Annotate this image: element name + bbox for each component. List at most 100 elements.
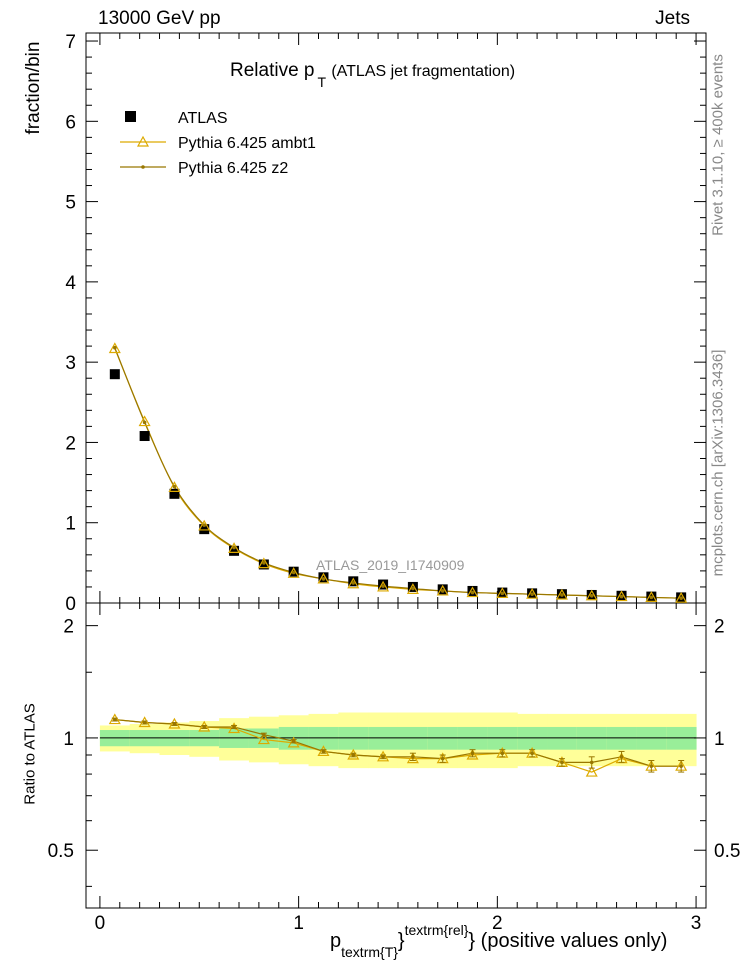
z2-point [113,345,117,350]
ratio-plot-frame [85,602,707,909]
ambt1-point [138,415,151,427]
z2-ratio-point [649,764,654,768]
ambt1-ratio-point [406,752,419,764]
legend-z2-marker [141,165,145,169]
z2-ratio-point [113,717,117,722]
z2-point [560,593,564,597]
legend-ambt1-marker [136,135,150,147]
ambt1-point [287,567,300,578]
z2-point [262,561,266,565]
z2-ratio-point [232,725,236,729]
atlas-data-point [169,488,180,499]
z2-ratio-point [679,764,683,768]
z2-ratio-point [262,732,266,737]
legend: ATLAS Pythia 6.425 ambt1 Pythia 6.425 z2 [120,110,316,177]
xlabel-brace: } [397,930,405,952]
ratio-tick-label: 1 [63,729,74,750]
legend-label: Pythia 6.425 ambt1 [178,135,316,152]
z2-point [202,523,207,527]
ambt1-ratio-point [138,716,151,728]
axis-ticks: 0 1 2 3 4 5 6 7 0 1 2 3 0.5 0.5 1 1 2 2 [48,32,741,934]
z2-point [291,570,296,575]
x-tick-label: 1 [293,913,304,934]
ambt1-point [317,572,330,584]
title-main: Relative p [230,60,315,81]
ambt1-ratio-point [198,720,211,732]
ratio-tick-label-right: 1 [714,729,725,750]
ambt1-ratio-point [347,748,360,760]
ambt1-point [585,589,598,601]
z2-point [500,591,505,596]
ambt1-ratio-point [317,745,330,757]
atlas-data-point [199,524,210,535]
ratio-curve [114,718,682,767]
mcplots-label: mcplots.cern.ch [arXiv:1306.3436] [709,349,727,577]
ambt1-ratio-point [168,717,181,729]
x-tick-label: 0 [95,913,106,934]
z2-point [172,484,177,489]
y-tick-label: 6 [65,112,76,133]
y-axis-label: fraction/bin [23,41,44,135]
ambt1-point [496,587,509,598]
ambt1-point [615,590,628,602]
z2-ratio-point [560,760,564,765]
plot-frames [85,32,707,909]
ambt1-point [675,591,688,603]
title-rest: (ATLAS jet fragmentation) [331,63,516,80]
ratio-tick-label-right: 2 [714,617,725,638]
ratio-axis-label: Ratio to ATLAS [21,703,39,805]
z2-ratio-point [530,751,534,756]
y-tick-label: 2 [65,433,76,454]
atlas-data-point [139,431,150,442]
z2-ratio-point [172,722,177,726]
z2-point [649,595,654,600]
z2-point [619,594,624,599]
ambt1-point [198,519,211,531]
ambt1-point [108,342,121,354]
x-axis-label: ptextrm{T}}textrm{rel}} (positive values… [330,922,667,960]
ambt1-point [466,586,479,598]
z2-ratio-point [411,755,415,759]
ambt1-point [645,591,658,602]
z2-ratio-point [500,751,505,756]
z2-ratio-point [470,751,475,756]
legend-label: Pythia 6.425 z2 [178,160,288,177]
xlabel-subscript: textrm{T} [341,944,398,960]
y-tick-label: 0 [65,594,76,615]
y-tick-label: 7 [65,32,76,53]
z2-ratio-point [619,755,624,759]
ambt1-point [436,584,449,596]
ambt1-ratio-point [257,733,270,745]
z2-ratio-point [351,753,356,757]
z2-point [232,545,236,550]
y-tick-label: 1 [65,514,76,535]
z2-ratio-point [142,720,147,725]
ratio-tick-label: 2 [63,617,74,638]
y-tick-label: 4 [65,273,76,294]
z2-point [679,596,683,600]
chart-title: Relative pT (ATLAS jet fragmentation) [230,60,516,90]
ambt1-point [347,577,360,589]
ambt1-point [377,580,390,592]
ambt1-ratio-point [377,750,390,762]
title-subscript: T [317,73,327,90]
z2-point [530,592,534,596]
z2-ratio-point [589,760,594,765]
z2-ratio-point [291,739,296,744]
ambt1-point [555,588,568,600]
atlas-data-point [229,545,240,556]
z2-point [440,589,445,593]
z2-ratio-point [381,755,385,759]
atlas-data-point [109,369,120,380]
ratio-uncertainty-bands [99,712,697,769]
z2-point [589,593,594,598]
legend-atlas-marker [125,111,136,122]
z2-ratio-point [321,749,326,754]
ambt1-point [406,583,419,594]
ambt1-ratio-point [585,765,598,777]
z2-point [381,584,385,588]
analysis-label: ATLAS_2019_I1740909 [316,557,465,573]
z2-ratio-point [440,756,445,761]
z2-point [351,581,356,585]
